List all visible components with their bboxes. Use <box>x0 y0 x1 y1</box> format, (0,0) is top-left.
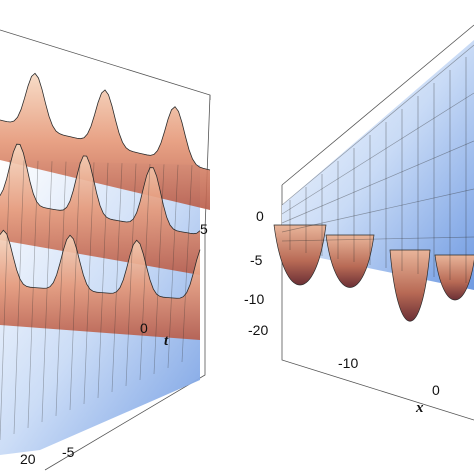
left-tick-x-20: 20 <box>20 451 36 467</box>
left-mesh-v-10 <box>139 163 151 381</box>
left-mesh-v-5 <box>69 161 81 411</box>
right-tick-z-minus20: -20 <box>248 322 268 338</box>
right-mesh-h-4 <box>281 236 474 242</box>
left-mesh-v-1 <box>13 160 25 435</box>
left-surface-plot: 5 0 -5 20 t <box>0 29 211 471</box>
left-ridges <box>0 72 211 340</box>
left-ridge-line-2 <box>0 229 201 299</box>
right-mesh-h-0 <box>281 44 474 206</box>
left-mesh-v-0 <box>0 159 11 441</box>
right-tick-z-0: 0 <box>256 208 264 224</box>
left-mesh-v-12 <box>167 164 179 369</box>
left-ridge-line-0 <box>0 72 211 171</box>
left-axis-label-t: t <box>164 333 169 349</box>
left-mesh-v-6 <box>83 162 95 405</box>
right-trough-2 <box>389 249 431 322</box>
right-tick-x-0: 0 <box>432 382 440 398</box>
right-trough-1 <box>325 234 375 288</box>
right-tick-x-minus10: -10 <box>338 355 358 371</box>
right-surface-plot: 0 -5 -10 -20 -10 0 x <box>244 24 474 421</box>
right-top-surface <box>282 40 474 290</box>
right-tick-z-minus5: -5 <box>250 252 263 268</box>
right-axis-label-x: x <box>415 400 424 416</box>
left-ridge-2 <box>0 230 200 340</box>
right-trough-3 <box>434 254 474 301</box>
left-mesh-v-13 <box>181 165 193 363</box>
left-mesh-v-8 <box>111 163 123 393</box>
left-mesh-v-3 <box>41 161 53 423</box>
left-mesh-v-9 <box>125 163 137 387</box>
right-mesh-h-2 <box>281 140 474 224</box>
right-tick-z-minus10: -10 <box>244 291 264 307</box>
right-troughs <box>273 224 474 322</box>
left-mesh-v-4 <box>55 161 67 417</box>
left-ridge-line-1 <box>0 143 201 235</box>
left-mesh-v-2 <box>27 160 39 429</box>
left-mesh-v-7 <box>97 162 109 399</box>
right-box-back <box>281 24 474 186</box>
right-mesh-h-3 <box>281 188 474 233</box>
left-tick-t-minus5: -5 <box>62 444 75 460</box>
left-box-bottom <box>44 230 206 471</box>
right-mesh <box>281 44 474 283</box>
left-mesh-v-11 <box>153 164 165 375</box>
left-ridge-1 <box>0 144 200 275</box>
left-mesh <box>0 159 193 441</box>
right-mesh-h-1 <box>281 92 474 215</box>
left-ridge-0 <box>0 73 210 210</box>
left-tick-t-0: 0 <box>140 320 148 336</box>
left-tick-t-5: 5 <box>200 221 208 237</box>
right-trough-0 <box>273 224 327 286</box>
